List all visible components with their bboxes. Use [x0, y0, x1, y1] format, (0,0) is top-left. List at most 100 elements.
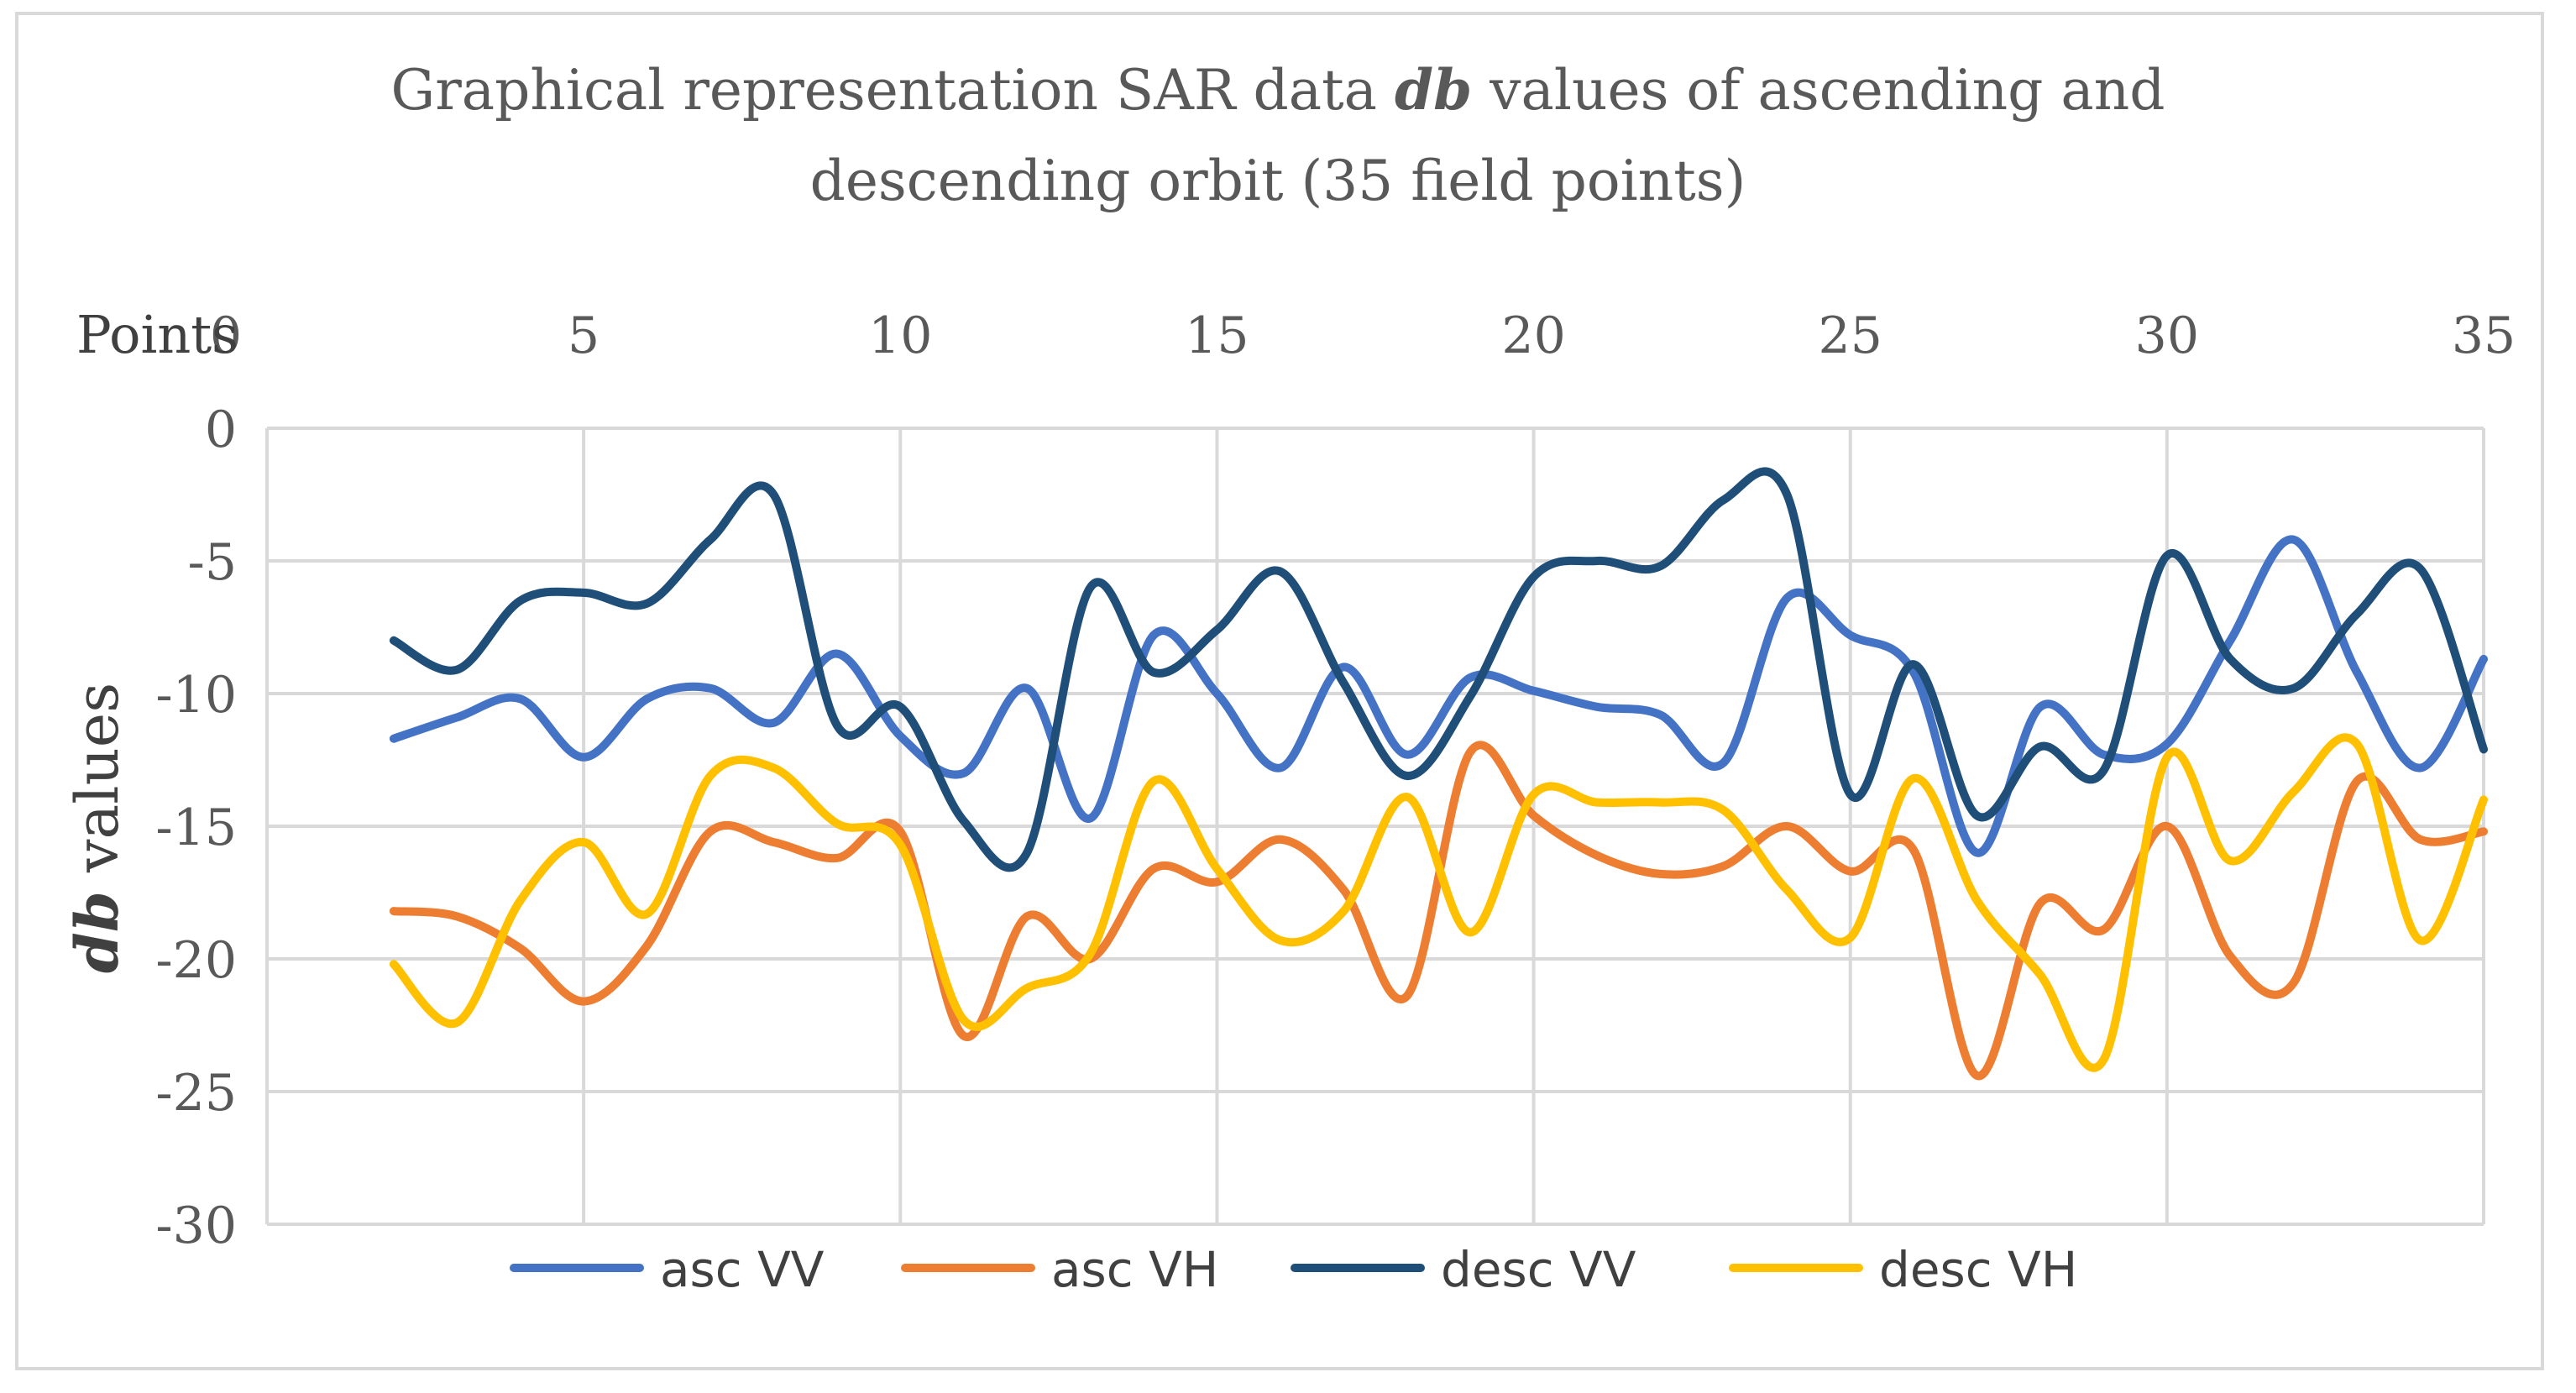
- data-point-desc-vh: [581, 840, 586, 845]
- data-point-desc-vh: [1151, 778, 1156, 783]
- data-point-desc-vh: [1657, 800, 1662, 805]
- axes: 0 -5 -10 -15 -20 -25 -30 0 5 10 15 20 25 30 35: [155, 306, 2516, 1255]
- legend-item-asc-vh: asc VH: [901, 1241, 1218, 1298]
- data-point-asc-vv: [1975, 851, 1980, 856]
- y-tick-label: -10: [155, 666, 237, 725]
- y-tick-label: -20: [155, 931, 237, 990]
- data-point-asc-vh: [1278, 837, 1283, 842]
- y-axis-label: db values: [62, 683, 132, 973]
- data-point-asc-vh: [581, 999, 586, 1004]
- chart-frame: 0 -5 -10 -15 -20 -25 -30 0 5 10 15 20 25 30 35 Graphic…: [15, 12, 2544, 1370]
- data-point-asc-vv: [581, 755, 586, 760]
- data-point-desc-vv: [1214, 627, 1219, 632]
- data-point-asc-vh: [2038, 901, 2043, 906]
- data-point-asc-vv: [1214, 691, 1219, 696]
- data-point-asc-vh: [835, 856, 840, 861]
- data-point-asc-vv: [1341, 664, 1346, 669]
- data-point-desc-vv: [1278, 569, 1283, 574]
- data-point-asc-vh: [2228, 954, 2233, 959]
- data-point-asc-vh: [1405, 993, 1410, 998]
- x-tick-label: 5: [568, 306, 599, 365]
- data-point-desc-vh: [1024, 986, 1029, 991]
- data-point-desc-vh: [1594, 800, 1600, 805]
- data-point-desc-vv: [835, 723, 840, 728]
- data-point-asc-vh: [771, 840, 776, 845]
- x-tick-label: 10: [868, 306, 932, 365]
- data-point-desc-vh: [2038, 972, 2043, 977]
- data-point-asc-vh: [1341, 888, 1346, 893]
- data-point-asc-vv: [1594, 704, 1600, 710]
- data-point-desc-vv: [581, 590, 586, 595]
- series-line-desc-vh: [389, 733, 2488, 1072]
- chart-svg: 0 -5 -10 -15 -20 -25 -30 0 5 10 15 20 25 30 35 Graphic…: [62, 57, 2516, 1298]
- data-point-asc-vv: [771, 720, 776, 725]
- data-point-desc-vh: [1531, 792, 1537, 797]
- data-point-desc-vh: [1088, 951, 1093, 956]
- legend-label: desc VV: [1441, 1241, 1636, 1298]
- x-tick-label: 15: [1185, 306, 1249, 365]
- data-point-asc-vv: [2228, 638, 2233, 643]
- data-point-desc-vh: [391, 961, 396, 966]
- data-point-desc-vh: [2418, 938, 2423, 943]
- data-point-desc-vv: [1024, 851, 1029, 856]
- chart-text: Graphical representation SAR data db val…: [62, 57, 2165, 973]
- y-tick-label: -25: [155, 1064, 237, 1123]
- data-point-desc-vv: [645, 601, 650, 606]
- chart-title-line1: Graphical representation SAR data db val…: [390, 57, 2165, 123]
- data-point-asc-vv: [391, 736, 396, 741]
- data-point-asc-vv: [645, 696, 650, 701]
- x-tick-label: 35: [2452, 306, 2516, 365]
- data-point-desc-vv: [2291, 686, 2296, 691]
- data-point-asc-vh: [1151, 867, 1156, 872]
- data-point-asc-vh: [1721, 863, 1726, 868]
- data-point-asc-vh: [1214, 879, 1219, 884]
- data-point-desc-vv: [2165, 553, 2170, 558]
- data-point-desc-vv: [518, 598, 523, 603]
- y-tick-label: 0: [205, 401, 237, 459]
- data-point-asc-vh: [2481, 829, 2486, 834]
- legend-label: asc VV: [660, 1241, 825, 1298]
- data-point-asc-vv: [1848, 633, 1853, 638]
- data-point-desc-vh: [1405, 794, 1410, 799]
- data-point-asc-vv: [1151, 633, 1156, 638]
- data-point-desc-vv: [2354, 611, 2359, 616]
- data-point-asc-vv: [518, 696, 523, 701]
- data-point-asc-vv: [2354, 670, 2359, 675]
- data-point-desc-vh: [708, 773, 713, 778]
- data-point-asc-vh: [1024, 914, 1029, 919]
- data-point-desc-vv: [1657, 563, 1662, 568]
- data-point-asc-vh: [2291, 980, 2296, 985]
- data-point-asc-vh: [1594, 853, 1600, 858]
- series-line-asc-vv: [389, 535, 2488, 857]
- data-point-desc-vv: [2038, 744, 2043, 749]
- data-point-asc-vh: [2418, 837, 2423, 842]
- data-point-desc-vv: [1468, 694, 1473, 699]
- data-point-desc-vh: [1468, 930, 1473, 935]
- data-point-desc-vv: [898, 704, 903, 710]
- data-point-desc-vh: [835, 821, 840, 826]
- data-point-asc-vv: [708, 686, 713, 691]
- data-point-asc-vv: [1911, 670, 1916, 675]
- data-point-asc-vv: [898, 734, 903, 739]
- x-axis-label: Points: [76, 304, 238, 365]
- data-point-desc-vv: [771, 492, 776, 497]
- data-point-desc-vh: [771, 766, 776, 771]
- chart-title-line2: descending orbit (35 field points): [810, 149, 1746, 213]
- data-point-asc-vv: [1657, 712, 1662, 717]
- data-point-desc-vh: [2165, 755, 2170, 760]
- data-point-desc-vv: [2228, 657, 2233, 662]
- data-point-asc-vh: [2101, 927, 2106, 932]
- data-point-asc-vh: [708, 829, 713, 834]
- data-point-desc-vh: [2101, 1057, 2106, 1062]
- data-point-asc-vh: [1911, 847, 1916, 852]
- data-point-desc-vv: [961, 819, 966, 824]
- data-point-asc-vv: [1468, 675, 1473, 680]
- data-point-asc-vh: [2165, 824, 2170, 829]
- data-point-asc-vv: [1088, 816, 1093, 821]
- data-point-desc-vh: [898, 842, 903, 847]
- data-point-asc-vv: [1278, 766, 1283, 771]
- data-point-desc-vh: [2354, 741, 2359, 746]
- data-point-asc-vh: [1657, 872, 1662, 877]
- legend: asc VV asc VH desc VV desc VH: [510, 1241, 2077, 1298]
- data-point-desc-vv: [1341, 680, 1346, 685]
